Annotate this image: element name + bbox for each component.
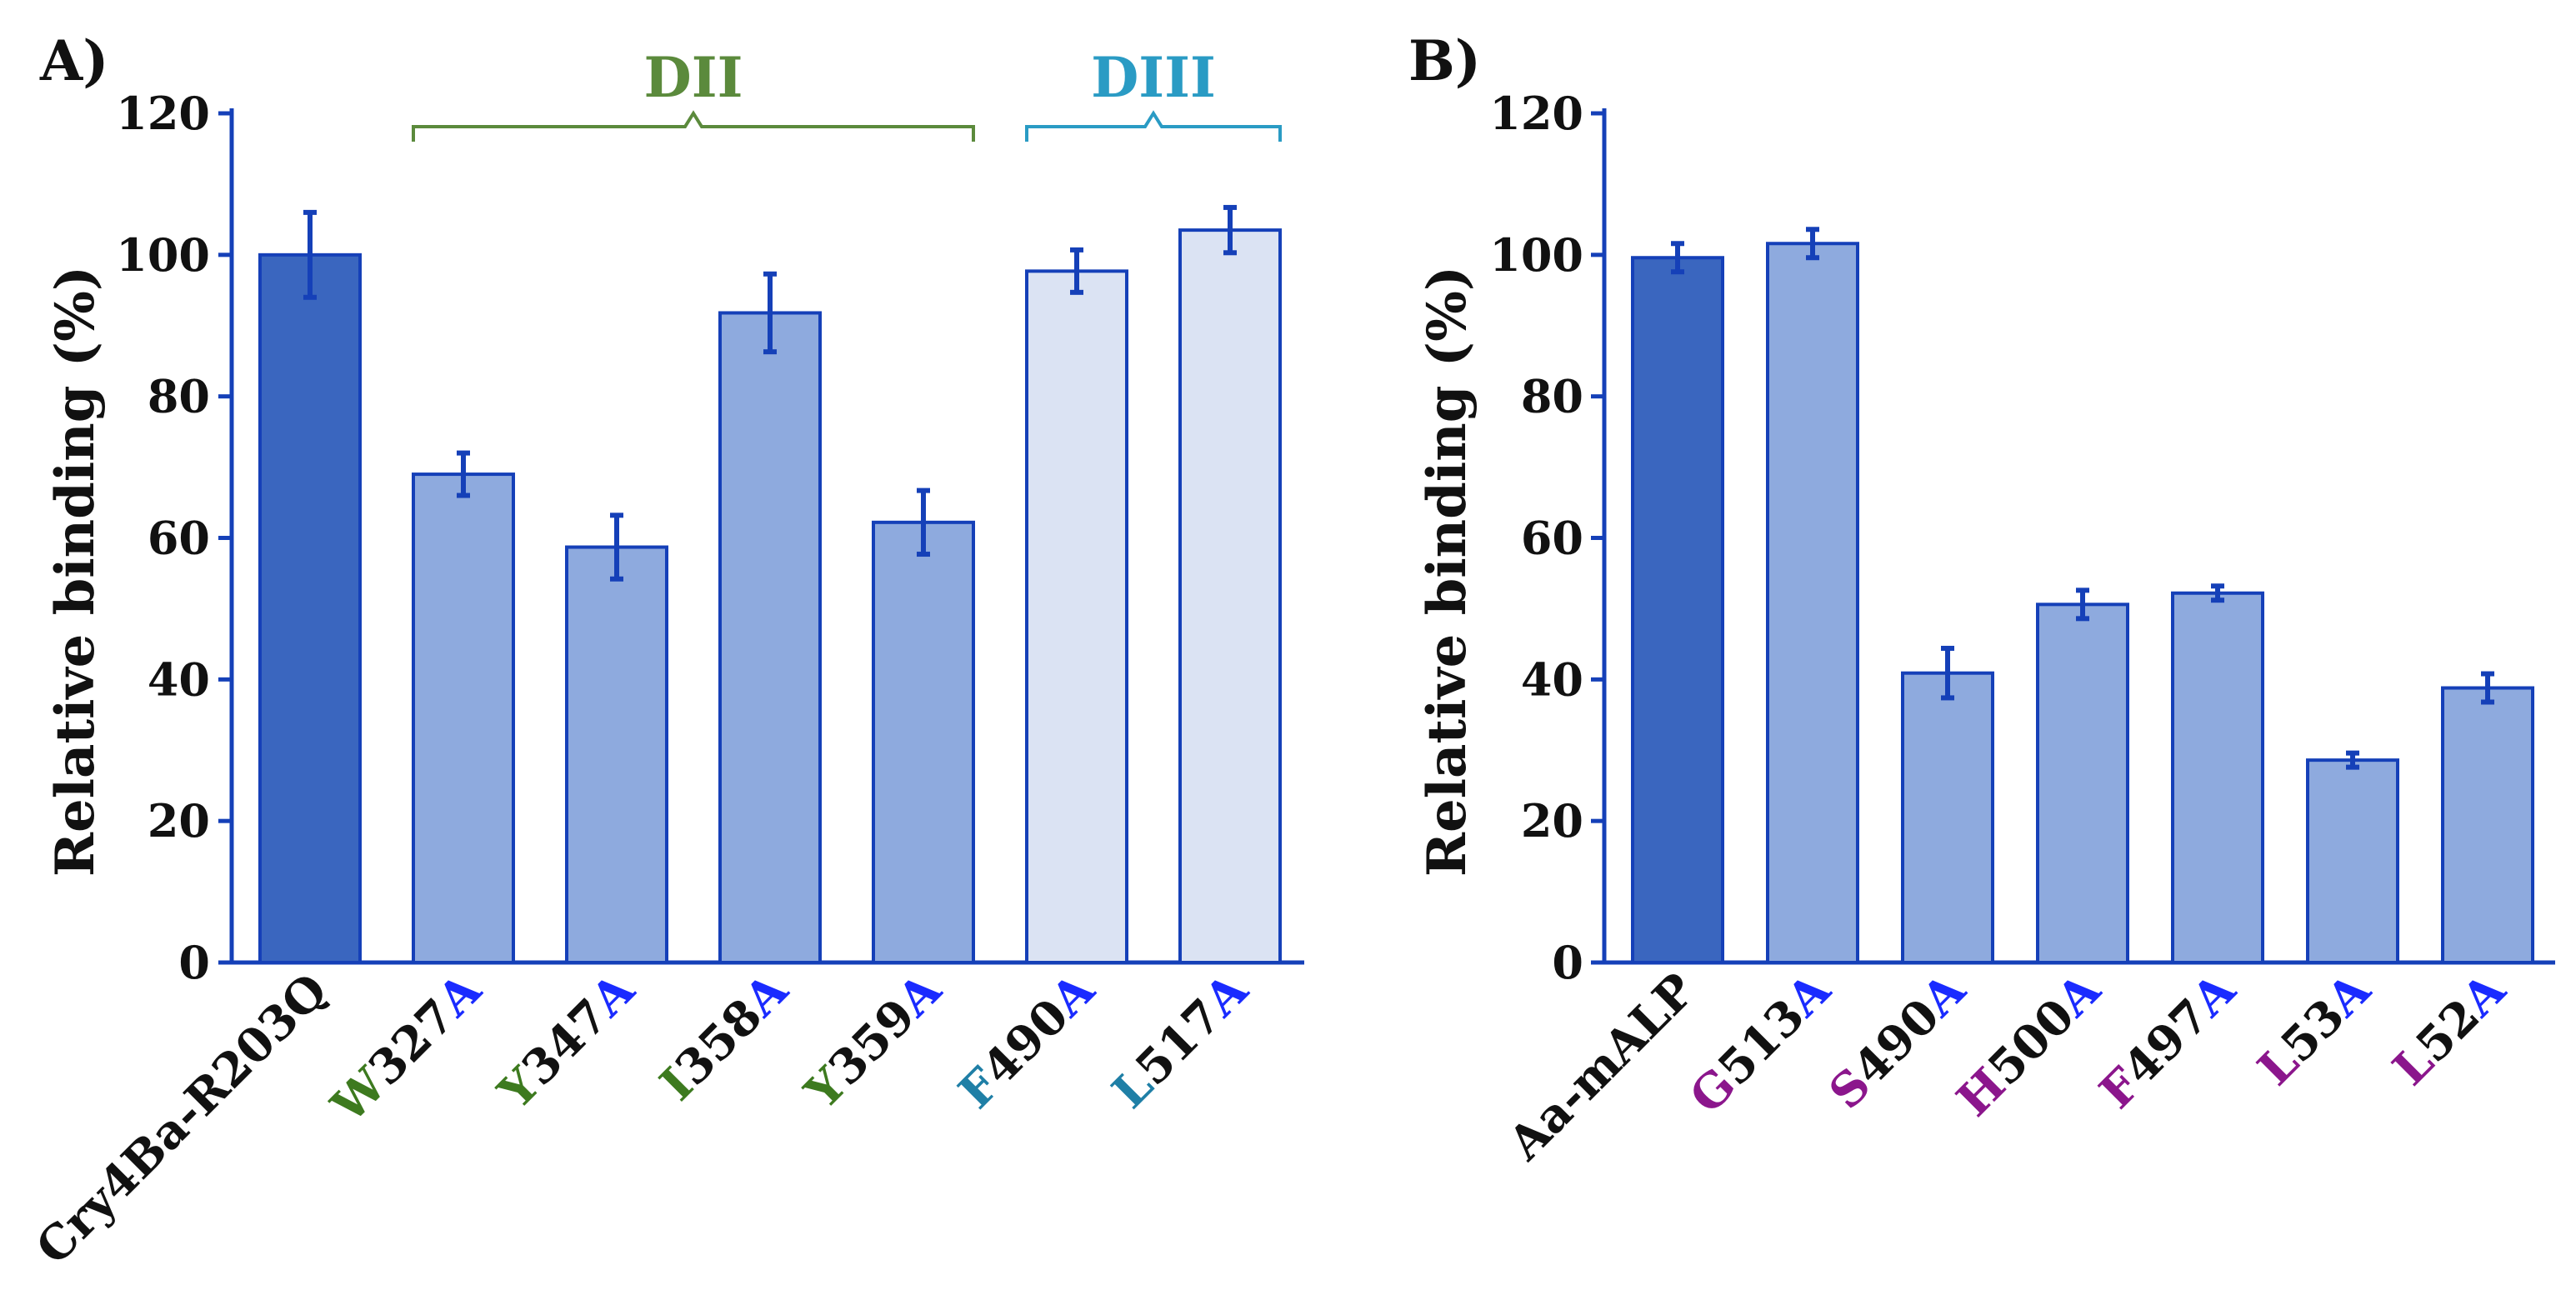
bar	[1631, 256, 1724, 965]
category-label: Y359A	[794, 962, 953, 1120]
bar	[1901, 671, 1994, 965]
category-label-prefix: Cry4Ba-R203Q	[26, 962, 338, 1275]
category-label: Y347A	[488, 962, 646, 1120]
bar	[412, 472, 515, 964]
bar	[2441, 686, 2534, 964]
y-tick-label: 100	[1489, 228, 1583, 282]
category-label: W327A	[321, 962, 493, 1133]
panel-label: A)	[39, 28, 108, 93]
y-tick-label: 80	[148, 370, 210, 423]
bar	[565, 545, 668, 965]
group-bracket	[1025, 110, 1282, 142]
category-label: G513A	[1679, 962, 1842, 1124]
category-label: L52A	[2383, 962, 2517, 1096]
category-label: L517A	[1102, 962, 1259, 1119]
category-label: Cry4Ba-R203Q	[26, 962, 338, 1275]
panel-b-chart: B) Relative binding (%) 0 20 40 60 80 100 120 Aa-…	[1408, 28, 2555, 1172]
bar	[2036, 602, 2129, 964]
bar	[1178, 228, 1282, 964]
y-axis-label: Relative binding (%)	[44, 266, 107, 877]
y-tick-label: 60	[148, 512, 210, 565]
bar	[1025, 269, 1128, 964]
y-tick-label: 20	[1521, 794, 1583, 848]
category-label: I358A	[649, 962, 799, 1112]
category-label: H500A	[1946, 962, 2112, 1128]
category-label: L53A	[2248, 962, 2382, 1096]
bar	[718, 311, 822, 964]
group-bracket-label: DII	[644, 45, 743, 110]
y-tick-label: 80	[1521, 370, 1583, 423]
bar	[872, 520, 975, 964]
y-tick-label: 0	[1552, 936, 1583, 989]
category-label: Aa-mALP	[1497, 962, 1705, 1171]
panel-a-chart: A) Relative binding (%) 0 20 40 60 80 100 120 Cry…	[26, 28, 1304, 1275]
y-tick-label: 40	[1521, 652, 1583, 706]
y-tick-label: 120	[1489, 87, 1583, 140]
y-tick-label: 20	[148, 794, 210, 848]
group-bracket	[412, 110, 975, 142]
category-label-prefix: Aa-mALP	[1497, 962, 1705, 1171]
y-tick-label: 40	[148, 652, 210, 706]
y-tick-label: 120	[116, 87, 210, 140]
y-tick-label: 60	[1521, 512, 1583, 565]
bar	[2171, 591, 2264, 964]
bar	[258, 252, 362, 965]
category-label: F497A	[2089, 962, 2247, 1119]
y-axis-label: Relative binding (%)	[1416, 266, 1478, 877]
bar	[2306, 758, 2399, 964]
y-tick-label: 0	[178, 936, 210, 989]
category-label: F490A	[948, 962, 1106, 1119]
group-bracket-label: DIII	[1091, 45, 1216, 110]
bar	[1766, 242, 1859, 965]
y-tick-label: 100	[116, 228, 210, 282]
panel-label: B)	[1408, 28, 1481, 93]
